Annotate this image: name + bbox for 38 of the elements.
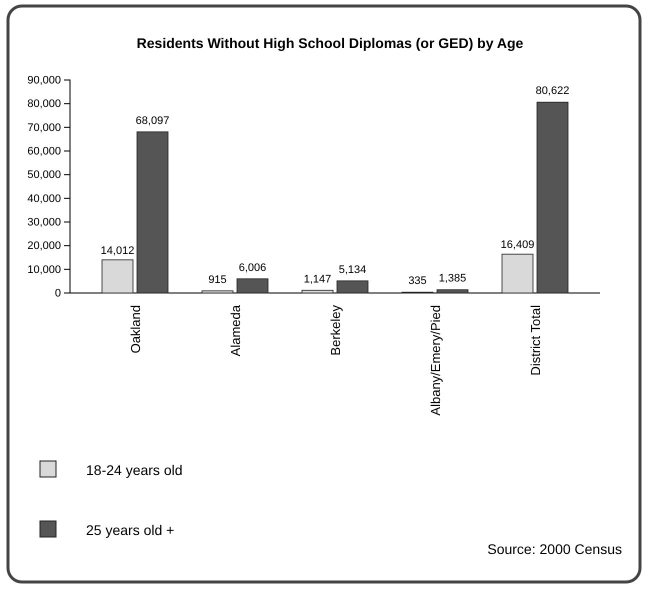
bar xyxy=(202,290,234,294)
bar xyxy=(102,259,134,294)
y-tick-label: 60,000 xyxy=(27,146,61,158)
y-tick-label: 0 xyxy=(54,288,61,300)
x-tick-label: District Total xyxy=(528,304,543,376)
data-label: 80,622 xyxy=(536,85,570,98)
y-tick-label: 80,000 xyxy=(27,98,61,110)
bar xyxy=(502,254,534,294)
bar xyxy=(302,290,334,294)
data-label: 335 xyxy=(408,275,427,288)
chart-title: Residents Without High School Diplomas (or GED) by Age xyxy=(136,35,524,51)
y-tick-label: 50,000 xyxy=(27,169,61,182)
legend-label: 18-24 years old xyxy=(86,462,183,478)
bar xyxy=(536,102,568,294)
source-note: Source: 2000 Census xyxy=(487,541,622,557)
data-label: 68,097 xyxy=(136,114,170,127)
y-tick-label: 10,000 xyxy=(27,264,61,276)
bar xyxy=(336,280,368,294)
data-label: 915 xyxy=(208,274,227,286)
y-tick-label: 30,000 xyxy=(27,216,61,229)
data-label: 1,147 xyxy=(304,273,332,286)
x-tick-label: Oakland xyxy=(128,305,143,354)
bar xyxy=(436,289,468,294)
x-tick-label: Berkeley xyxy=(328,304,343,356)
x-tick-label: Alameda xyxy=(228,304,243,356)
bar xyxy=(236,278,268,294)
bar xyxy=(136,131,168,294)
y-tick-label: 40,000 xyxy=(27,192,61,205)
y-tick-label: 90,000 xyxy=(27,74,61,87)
data-label: 1,385 xyxy=(438,272,466,285)
legend-label: 25 years old + xyxy=(86,522,174,538)
data-label: 6,006 xyxy=(238,262,266,274)
y-tick-label: 20,000 xyxy=(27,240,61,252)
y-tick-label: 70,000 xyxy=(27,122,61,134)
data-label: 14,012 xyxy=(100,244,134,257)
x-tick-label: Albany/Emery/Pied xyxy=(428,305,443,416)
data-label: 16,409 xyxy=(500,239,534,252)
data-label: 5,134 xyxy=(338,264,366,276)
